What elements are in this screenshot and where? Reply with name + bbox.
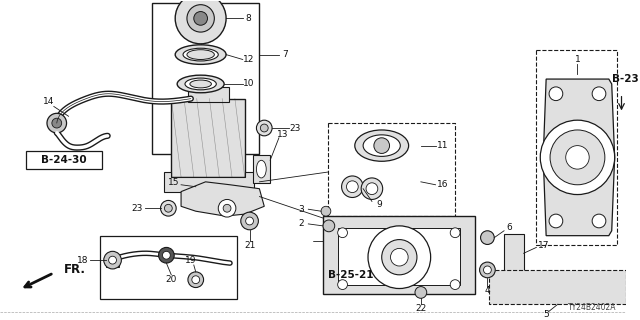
Circle shape [161, 200, 176, 216]
Text: 17: 17 [538, 241, 549, 250]
Ellipse shape [187, 50, 214, 60]
Circle shape [175, 0, 226, 44]
Text: 21: 21 [244, 241, 255, 250]
Circle shape [109, 256, 116, 264]
Circle shape [241, 212, 259, 230]
Circle shape [366, 183, 378, 195]
Text: 12: 12 [243, 55, 254, 64]
Text: FR.: FR. [63, 263, 86, 276]
Circle shape [188, 272, 204, 288]
Circle shape [342, 176, 363, 197]
Circle shape [592, 214, 606, 228]
Text: 2: 2 [299, 220, 304, 228]
Circle shape [187, 5, 214, 32]
Text: 14: 14 [44, 97, 54, 106]
Circle shape [361, 178, 383, 199]
Circle shape [163, 251, 170, 259]
Ellipse shape [257, 160, 266, 178]
Bar [536, 50, 616, 245]
Circle shape [415, 287, 427, 298]
Bar [338, 228, 460, 284]
Circle shape [374, 138, 390, 154]
Bar [188, 87, 229, 101]
Text: 23: 23 [289, 124, 300, 132]
Circle shape [321, 206, 331, 216]
Circle shape [223, 204, 231, 212]
Circle shape [104, 251, 122, 269]
Text: 4: 4 [484, 286, 490, 295]
Circle shape [338, 228, 348, 238]
Bar [490, 270, 627, 304]
Bar [106, 255, 120, 267]
Circle shape [192, 276, 200, 284]
Bar [253, 156, 270, 183]
Text: 9: 9 [376, 200, 381, 209]
Text: 7: 7 [282, 50, 288, 59]
Text: 13: 13 [277, 130, 289, 139]
Text: 19: 19 [185, 256, 196, 265]
Circle shape [450, 228, 460, 238]
Circle shape [323, 220, 335, 232]
Ellipse shape [363, 135, 400, 156]
Circle shape [390, 248, 408, 266]
Bar [323, 216, 475, 294]
Ellipse shape [190, 80, 211, 88]
Text: 8: 8 [246, 14, 252, 23]
Ellipse shape [185, 78, 216, 90]
Ellipse shape [355, 130, 408, 161]
Circle shape [549, 87, 563, 100]
Polygon shape [543, 79, 614, 236]
Circle shape [368, 226, 431, 289]
Bar [172, 99, 244, 177]
Text: 16: 16 [436, 180, 448, 189]
Ellipse shape [175, 45, 226, 64]
Polygon shape [164, 172, 255, 192]
Text: TY24B2402A: TY24B2402A [568, 303, 616, 312]
Circle shape [246, 217, 253, 225]
Text: 15: 15 [168, 178, 179, 187]
Circle shape [218, 199, 236, 217]
Text: 3: 3 [299, 205, 305, 214]
Text: 6: 6 [506, 223, 512, 232]
Circle shape [164, 204, 172, 212]
Text: 23: 23 [131, 204, 143, 213]
Text: 22: 22 [415, 304, 426, 313]
Circle shape [47, 113, 67, 133]
Bar [100, 236, 237, 299]
Text: 10: 10 [243, 79, 254, 88]
Text: B-25-21: B-25-21 [328, 270, 373, 280]
Circle shape [549, 214, 563, 228]
Ellipse shape [177, 75, 224, 93]
Circle shape [540, 120, 614, 195]
Bar [328, 123, 455, 216]
Text: B-23: B-23 [612, 74, 639, 84]
Circle shape [346, 181, 358, 193]
Text: 1: 1 [575, 55, 580, 64]
Circle shape [159, 247, 174, 263]
Circle shape [257, 120, 272, 136]
Circle shape [592, 87, 606, 100]
Circle shape [566, 146, 589, 169]
Text: 5: 5 [543, 310, 549, 319]
Bar [152, 3, 259, 155]
Circle shape [338, 280, 348, 290]
Circle shape [450, 280, 460, 290]
Polygon shape [181, 182, 264, 216]
Text: 11: 11 [436, 141, 448, 150]
Circle shape [260, 124, 268, 132]
Text: 20: 20 [166, 275, 177, 284]
Ellipse shape [183, 48, 218, 61]
Circle shape [550, 130, 605, 185]
Circle shape [381, 240, 417, 275]
Bar [504, 234, 524, 288]
Text: 18: 18 [77, 256, 89, 265]
Circle shape [194, 12, 207, 25]
Circle shape [479, 262, 495, 278]
Circle shape [52, 118, 61, 128]
Circle shape [481, 231, 494, 244]
Text: B-24-30: B-24-30 [41, 155, 86, 165]
Circle shape [483, 266, 492, 274]
